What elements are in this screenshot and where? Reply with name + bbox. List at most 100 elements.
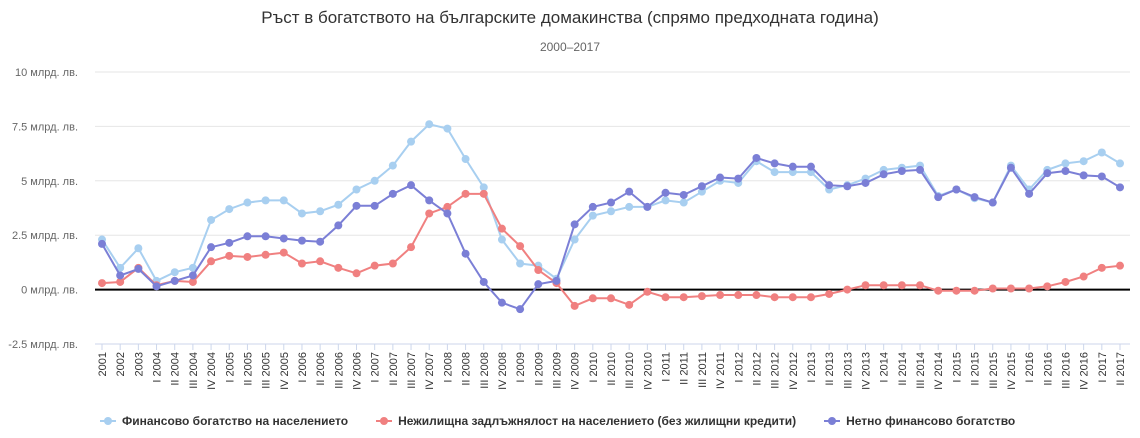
data-point [734,174,743,183]
legend-marker-icon [824,416,841,426]
x-tick-label: II 2006 [315,352,327,386]
data-point [570,220,579,229]
y-tick-label: -2.5 млрд. лв. [8,339,78,351]
legend-item-2[interactable]: Нежилищна задлъжнялост на населението (б… [376,414,796,428]
x-tick-label: I 2011 [661,352,673,382]
x-tick-label: I 2007 [370,352,382,383]
data-point [1061,277,1070,286]
data-point [261,196,270,205]
data-point [679,293,688,302]
data-point [988,198,997,207]
data-point [1116,159,1124,168]
data-point [607,207,615,216]
x-tick-label: II 2010 [606,352,618,386]
x-tick-label: I 2013 [806,352,818,383]
series-2 [98,189,1124,310]
data-point [316,237,325,246]
data-point [570,301,579,310]
x-tick-label: 2002 [115,352,127,376]
data-point [461,155,470,164]
legend-label: Нетно финансово богатство [846,414,1016,428]
data-point [98,279,106,288]
legend-item-1[interactable]: Финансово богатство на населението [100,414,348,428]
data-point [297,236,306,245]
data-point [1079,171,1088,180]
data-point [1097,263,1106,272]
data-point [1116,183,1124,192]
data-point [207,257,216,266]
data-point [1006,284,1015,293]
y-tick-label: 10 млрд. лв. [15,67,78,79]
data-point [134,244,143,253]
data-point [788,162,797,171]
data-point [934,193,943,202]
data-point [1116,261,1124,270]
x-tick-label: I 2008 [442,352,454,383]
x-tick-label: IV 2007 [424,352,436,390]
data-point [497,298,506,307]
data-point [279,196,288,205]
data-point [370,261,379,270]
data-point [407,243,416,252]
data-point [388,259,397,268]
x-tick-label: III 2012 [770,352,782,389]
data-point [1097,148,1106,157]
data-point [679,190,688,199]
x-tick-label: I 2016 [1024,352,1036,383]
data-point [443,209,452,218]
data-point [934,286,943,295]
line-chart: 10 млрд. лв. 7.5 млрд. лв. 5 млрд. лв. 2.5 … [8,67,1130,390]
x-tick-label: III 2013 [842,352,854,389]
x-tick-label: II 2015 [970,352,982,386]
data-point [1043,282,1052,291]
data-point [134,264,143,273]
data-point [261,250,270,259]
x-tick-label: IV 2013 [861,352,873,390]
data-point [1025,284,1034,293]
x-tick-label: IV 2004 [206,352,218,390]
data-point [243,252,252,261]
data-point [98,239,106,248]
data-point [988,284,997,293]
x-tick-label: I 2010 [588,352,600,383]
y-tick-label: 5 млрд. лв. [21,176,78,188]
data-point [407,181,416,190]
x-tick-label: IV 2006 [352,352,364,390]
data-point [861,178,870,187]
data-point [207,215,216,224]
data-point [1097,172,1106,181]
data-point [607,294,615,303]
x-tick-label: I 2017 [1097,352,1109,383]
data-point [261,232,270,241]
data-point [843,285,852,294]
legend-label: Финансово богатство на населението [122,414,349,428]
x-tick-label: I 2005 [224,352,236,383]
data-point [607,198,615,207]
x-tick-label: II 2016 [1042,352,1054,386]
x-tick-label: I 2012 [733,352,745,383]
data-point [952,286,961,295]
x-tick-label: IV 2005 [279,352,291,390]
data-point [207,243,216,252]
x-tick-label: III 2010 [624,352,636,389]
data-point [497,235,506,244]
data-point [316,207,325,216]
data-point [116,277,125,286]
data-point [570,235,579,244]
legend-label: Нежилищна задлъжнялост на населението (б… [398,414,797,428]
x-tick-label: 2001 [97,352,109,376]
data-point [243,232,252,241]
data-point [225,238,234,247]
legend-item-3[interactable]: Нетно финансово богатство [824,414,1015,428]
chart-subtitle: 2000–2017 [539,40,601,54]
data-point [770,293,779,302]
x-tick-label: IV 2016 [1079,352,1091,390]
data-point [279,234,288,243]
data-point [425,209,434,218]
data-point [716,173,725,182]
data-point [479,277,488,286]
data-point [370,201,379,210]
data-point [697,182,706,191]
x-tick-label: IV 2015 [1006,352,1018,390]
x-tick-label: II 2011 [679,352,691,385]
